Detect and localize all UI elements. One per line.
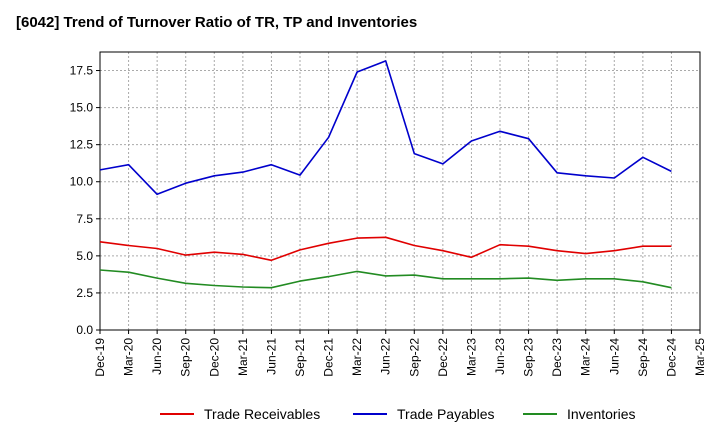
x-tick-label: Dec-21 bbox=[322, 338, 336, 377]
legend: Trade Receivables Trade Payables Inventori… bbox=[160, 406, 635, 422]
x-tick-label: Mar-22 bbox=[350, 338, 364, 376]
series-line-inventories bbox=[99, 269, 672, 289]
legend-label-trade-receivables: Trade Receivables bbox=[204, 406, 320, 422]
series-line-trade-payables bbox=[99, 60, 672, 196]
x-tick-label: Sep-20 bbox=[179, 338, 193, 377]
legend-label-inventories: Inventories bbox=[567, 406, 635, 422]
y-tick-label: 5.0 bbox=[76, 249, 93, 263]
y-tick-label: 12.5 bbox=[70, 138, 94, 152]
x-tick-label: Dec-23 bbox=[550, 338, 564, 377]
x-tick-label: Dec-19 bbox=[93, 338, 107, 377]
y-tick-label: 0.0 bbox=[76, 323, 93, 337]
x-tick-label: Sep-21 bbox=[293, 338, 307, 377]
x-tick-label: Sep-22 bbox=[407, 338, 421, 377]
x-tick-label: Dec-20 bbox=[207, 338, 221, 377]
x-axis: Dec-19 Mar-20 Jun-20 Sep-20 Dec-20 Mar-21 Jun-… bbox=[93, 330, 707, 377]
x-tick-label: Mar-25 bbox=[693, 338, 707, 376]
x-tick-label: Sep-23 bbox=[522, 338, 536, 377]
y-tick-label: 2.5 bbox=[76, 286, 93, 300]
x-tick-label: Jun-24 bbox=[607, 338, 621, 375]
series-line-trade-receivables bbox=[99, 236, 672, 262]
y-tick-label: 10.0 bbox=[70, 175, 94, 189]
x-tick-label: Sep-24 bbox=[636, 338, 650, 377]
x-tick-label: Jun-21 bbox=[264, 338, 278, 375]
x-tick-label: Dec-22 bbox=[436, 338, 450, 377]
x-tick-label: Mar-20 bbox=[122, 338, 136, 376]
x-tick-label: Mar-24 bbox=[579, 338, 593, 376]
plot-frame bbox=[99, 51, 701, 331]
y-axis: 0.0 2.5 5.0 7.5 10.0 12.5 15.0 17.5 bbox=[70, 64, 100, 337]
x-tick-label: Dec-24 bbox=[664, 338, 678, 377]
x-tick-label: Jun-22 bbox=[379, 338, 393, 375]
x-tick-label: Mar-23 bbox=[464, 338, 478, 376]
y-tick-label: 15.0 bbox=[70, 101, 94, 115]
series-lines bbox=[99, 60, 672, 289]
grid-lines bbox=[99, 52, 701, 331]
chart-title: [6042] Trend of Turnover Ratio of TR, TP… bbox=[16, 14, 418, 31]
legend-label-trade-payables: Trade Payables bbox=[397, 406, 495, 422]
y-tick-label: 7.5 bbox=[76, 212, 93, 226]
x-tick-label: Jun-23 bbox=[493, 338, 507, 375]
y-tick-label: 17.5 bbox=[70, 64, 94, 78]
x-tick-label: Jun-20 bbox=[150, 338, 164, 375]
x-tick-label: Mar-21 bbox=[236, 338, 250, 376]
